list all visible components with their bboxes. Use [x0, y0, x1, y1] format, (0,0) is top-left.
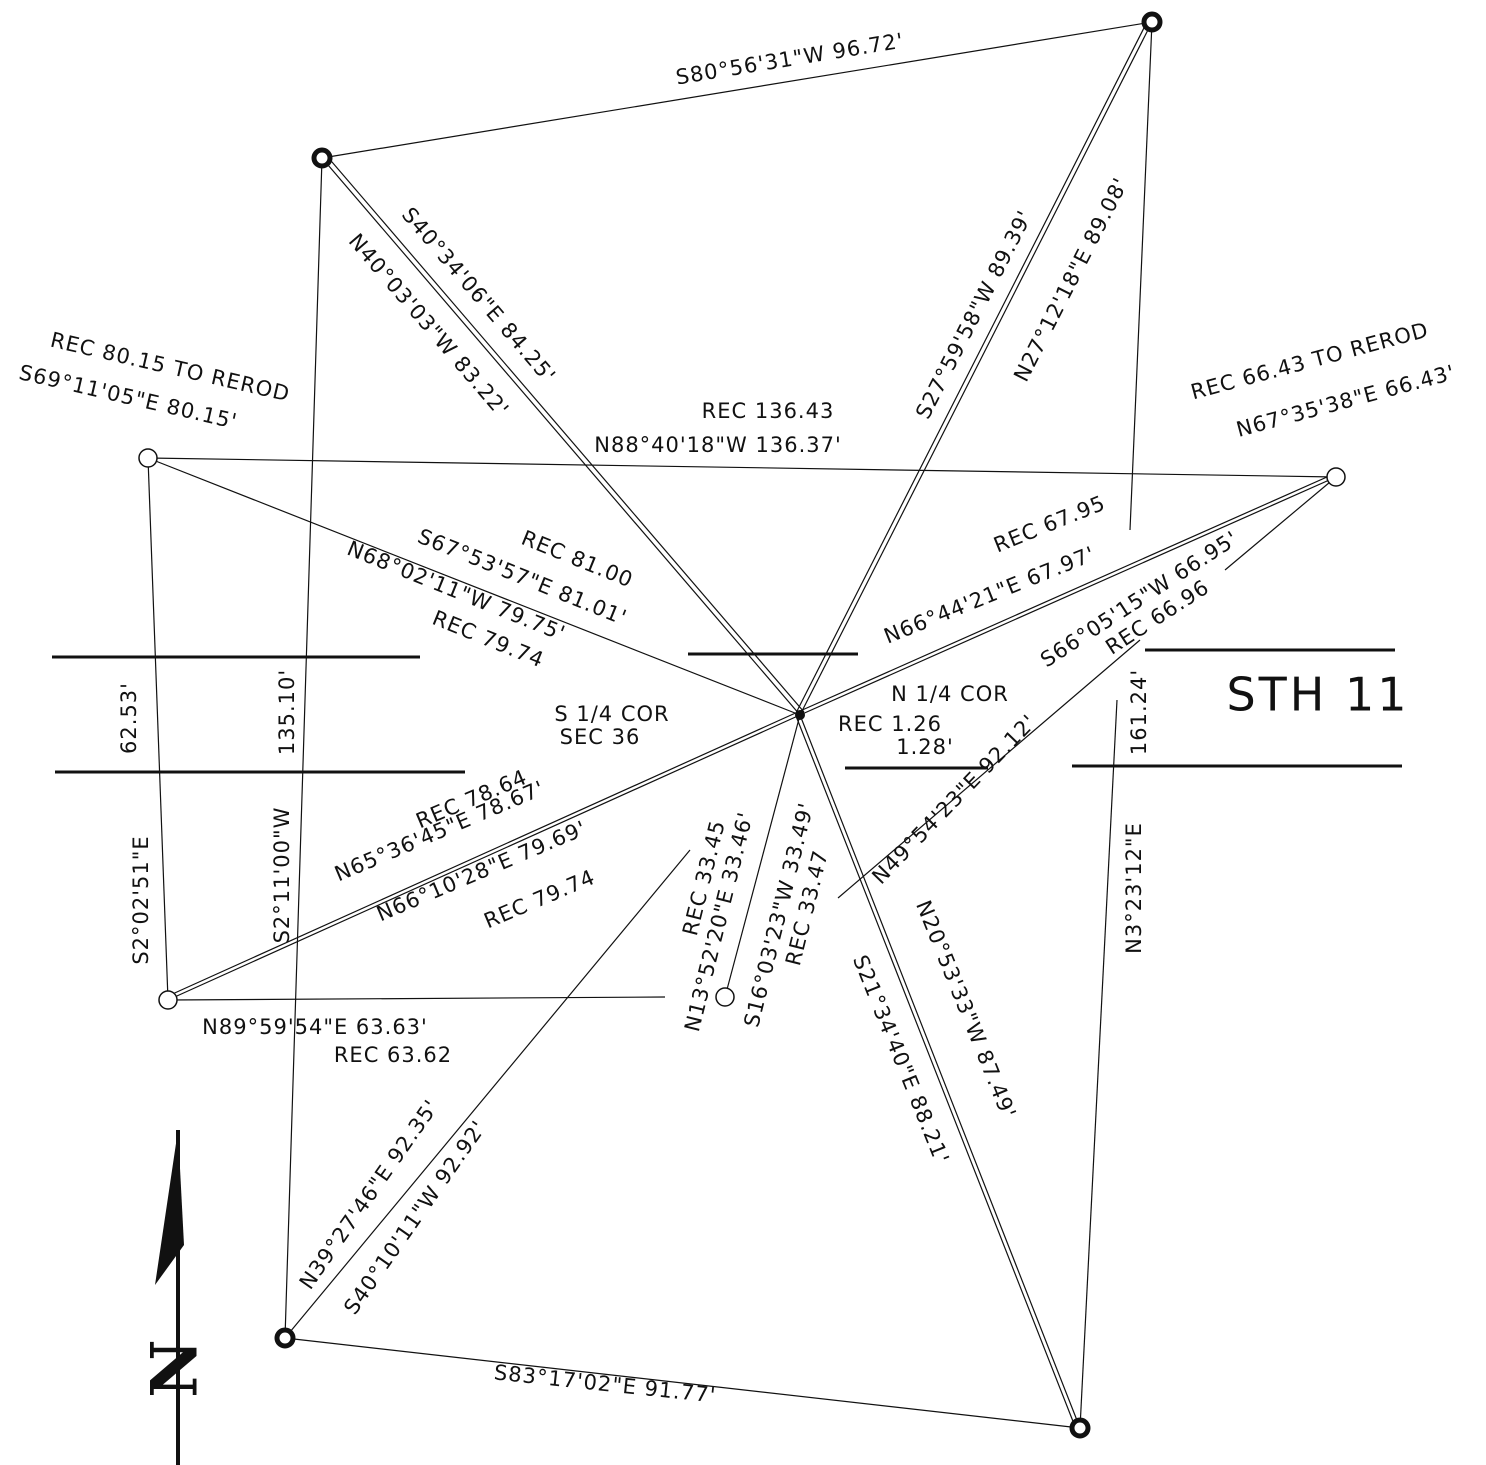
dimension-label: S27°59'58"W 89.39' [911, 206, 1037, 423]
dimension-label: 161.24' [1127, 669, 1151, 755]
dimension-label: REC 1.26 [838, 712, 942, 736]
dimension-label: N20°53'33"W 87.49' [911, 897, 1021, 1122]
north-arrow: N [138, 1130, 213, 1465]
dimension-label: 135.10' [275, 669, 299, 755]
dimension-label: N88°40'18"W 136.37' [594, 433, 842, 457]
dimension-label: 62.53' [117, 682, 141, 754]
dimension-label: N89°59'54"E 63.63' [202, 1015, 428, 1039]
road-name: STH 11 [1226, 668, 1409, 722]
dimension-label: S40°34'06"E 84.25' [397, 203, 561, 388]
dimension-label: S2°11'00"W [270, 807, 294, 944]
dimension-label: S80°56'31"W 96.72' [674, 29, 906, 90]
dimension-label: N27°12'18"E 89.08' [1009, 174, 1133, 386]
dimension-label: N 1/4 COR [891, 682, 1009, 706]
dimension-label: S 1/4 COR [554, 702, 669, 726]
dimension-label: N3°23'12"E [1122, 822, 1146, 954]
north-letter: N [138, 1338, 213, 1398]
dimension-label: REC 63.62 [334, 1043, 452, 1067]
dimension-label: N49°54'23"E 92.12' [867, 710, 1041, 889]
linework [52, 20, 1402, 1429]
dimension-label: S2°02'51"E [129, 835, 153, 964]
dimension-label: 1.28' [896, 735, 954, 759]
dimension-label: REC 136.43 [702, 399, 835, 423]
dimension-label: S83°17'02"E 91.77' [493, 1360, 718, 1407]
dimension-label: SEC 36 [560, 725, 641, 749]
survey-drawing: N S80°56'31"W 96.72'S40°34'06"E 84.25'N4… [0, 0, 1486, 1465]
labels: S80°56'31"W 96.72' S40°34'06"E 84.25'N40°… [17, 29, 1458, 1408]
dimension-label: N40°03'03"W 83.22' [344, 229, 514, 422]
